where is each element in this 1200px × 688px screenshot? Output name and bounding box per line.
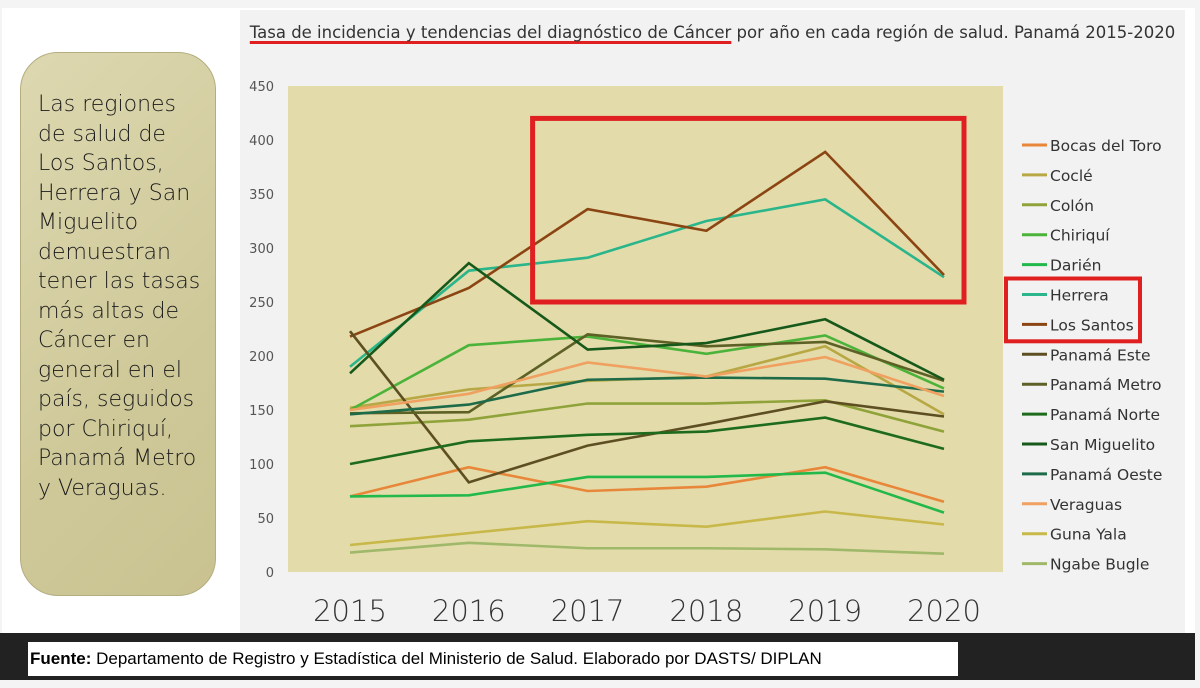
legend-label: San Miguelito bbox=[1050, 436, 1155, 454]
x-tick-label: 2015 bbox=[313, 594, 387, 628]
series-line-ngabe-bugle bbox=[349, 541, 945, 555]
series-line-veraguas bbox=[349, 355, 945, 412]
series-line-guna-yala bbox=[349, 510, 945, 547]
y-tick-label: 150 bbox=[249, 404, 274, 419]
legend-label: Coclé bbox=[1050, 167, 1093, 185]
series-line-darién bbox=[349, 471, 945, 514]
series-line-panamá-norte bbox=[349, 416, 945, 466]
y-tick-label: 200 bbox=[249, 350, 274, 365]
legend-label: Colón bbox=[1050, 197, 1094, 215]
y-tick-label: 50 bbox=[257, 512, 274, 527]
legend-label: Chiriquí bbox=[1050, 227, 1110, 245]
legend-label: Panamá Este bbox=[1050, 346, 1150, 364]
legend-label: Panamá Oeste bbox=[1050, 466, 1162, 484]
series-line-panamá-este bbox=[348, 330, 945, 484]
series-line-colón bbox=[349, 398, 945, 433]
series-line-panamá-metro bbox=[349, 333, 945, 415]
legend-label: Panamá Metro bbox=[1050, 376, 1162, 394]
y-tick-label: 250 bbox=[249, 296, 274, 311]
y-tick-label: 0 bbox=[266, 566, 274, 581]
legend-label: Guna Yala bbox=[1050, 526, 1127, 544]
y-tick-label: 450 bbox=[249, 80, 274, 95]
legend-label: Panamá Norte bbox=[1050, 406, 1160, 424]
chart-panel: Tasa de incidencia y tendencias del diag… bbox=[240, 10, 1185, 638]
series-line-san-miguelito bbox=[349, 261, 945, 381]
chart-title-underlined: Tasa de incidencia y tendencias del diag… bbox=[249, 23, 732, 42]
summary-callout: Las regiones de salud de Los Santos, Her… bbox=[20, 52, 216, 596]
x-tick-label: 2020 bbox=[907, 594, 981, 628]
chart-title-rest: por año en cada región de salud. Panamá … bbox=[731, 23, 1176, 42]
legend-label: Veraguas bbox=[1050, 496, 1122, 514]
source-label: Fuente: bbox=[30, 649, 92, 668]
source-text: Departamento de Registro y Estadística d… bbox=[91, 649, 822, 668]
x-tick-label: 2019 bbox=[788, 594, 862, 628]
legend-label: Bocas del Toro bbox=[1050, 137, 1162, 155]
line-chart: 0 50 100 150 200 250 300 350 400 450 2015 2016 2017 2… bbox=[249, 80, 1162, 628]
x-tick-label: 2018 bbox=[669, 594, 743, 628]
y-tick-label: 350 bbox=[249, 188, 274, 203]
summary-text: Las regiones de salud de Los Santos, Her… bbox=[38, 92, 201, 501]
legend-label: Darién bbox=[1050, 257, 1101, 275]
y-tick-label: 100 bbox=[249, 458, 274, 473]
series-line-los-santos bbox=[349, 150, 945, 338]
x-tick-label: 2016 bbox=[432, 594, 506, 628]
series-line-bocas-del-toro bbox=[349, 465, 945, 504]
x-tick-label: 2017 bbox=[551, 594, 625, 628]
legend-label: Ngabe Bugle bbox=[1050, 556, 1149, 574]
legend-highlight-box bbox=[1004, 276, 1142, 344]
highlight-box bbox=[530, 115, 967, 305]
source-note: Fuente: Departamento de Registro y Estad… bbox=[28, 642, 958, 676]
series-line-panamá-oeste bbox=[349, 376, 945, 416]
chart-title: Tasa de incidencia y tendencias del diag… bbox=[240, 21, 1185, 44]
y-tick-label: 300 bbox=[249, 242, 274, 257]
y-tick-label: 400 bbox=[249, 134, 274, 149]
legend-label: Herrera bbox=[1050, 287, 1109, 305]
series-line-herrera bbox=[349, 198, 945, 368]
legend-label: Los Santos bbox=[1050, 316, 1134, 334]
